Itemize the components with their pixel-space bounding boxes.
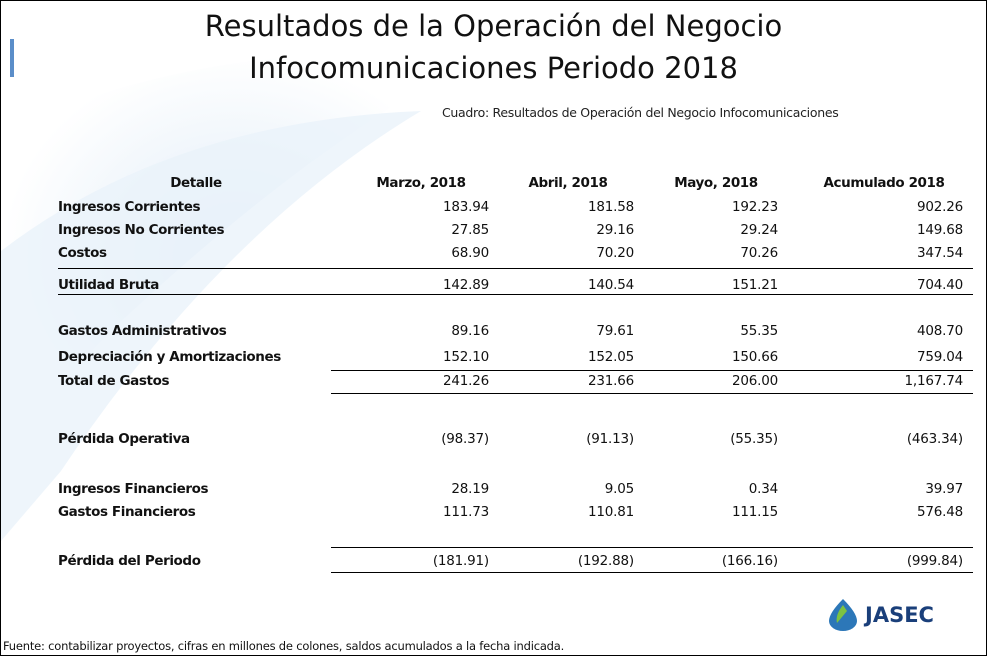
cell-value: 68.90 (451, 245, 489, 261)
column-header: Mayo, 2018 (674, 175, 758, 191)
column-header: Abril, 2018 (528, 175, 608, 191)
cell-value: (98.37) (441, 431, 489, 447)
cell-value: 192.23 (731, 199, 778, 215)
row-label: Pérdida del Periodo (58, 553, 201, 569)
cell-value: 79.61 (596, 323, 634, 339)
cell-value: 55.35 (740, 323, 778, 339)
logo: JASEC (829, 599, 934, 631)
cell-value: 231.66 (587, 373, 634, 389)
row-label: Depreciación y Amortizaciones (58, 349, 281, 365)
cell-value: 150.66 (731, 349, 778, 365)
row-label: Total de Gastos (58, 373, 170, 389)
cell-value: 110.81 (587, 504, 634, 520)
subtitle: Cuadro: Resultados de Operación del Nego… (442, 105, 839, 120)
column-header: Detalle (170, 175, 222, 191)
rule-line (331, 393, 973, 394)
cell-value: 89.16 (451, 323, 489, 339)
cell-value: 576.48 (916, 504, 963, 520)
cell-value: 111.73 (442, 504, 489, 520)
rule-line (331, 547, 973, 548)
logo-text: JASEC (863, 603, 934, 627)
row-label: Ingresos No Corrientes (58, 222, 225, 238)
row-label: Utilidad Bruta (58, 277, 159, 293)
cell-value: (91.13) (586, 431, 634, 447)
cell-value: 29.16 (596, 222, 634, 238)
cell-value: 9.05 (604, 481, 634, 497)
row-label: Ingresos Financieros (58, 481, 209, 497)
row-label: Pérdida Operativa (58, 431, 190, 447)
cell-value: 28.19 (451, 481, 489, 497)
cell-value: 183.94 (442, 199, 489, 215)
rule-line (58, 268, 973, 269)
cell-value: 241.26 (442, 373, 489, 389)
cell-value: 151.21 (731, 277, 778, 293)
cell-value: 142.89 (442, 277, 489, 293)
cell-value: 149.68 (916, 222, 963, 238)
cell-value: (166.16) (721, 553, 778, 569)
cell-value: 1,167.74 (904, 373, 963, 389)
rule-line (331, 370, 973, 371)
column-header: Acumulado 2018 (823, 175, 945, 191)
cell-value: 152.10 (442, 349, 489, 365)
cell-value: (192.88) (577, 553, 634, 569)
cell-value: (55.35) (730, 431, 778, 447)
cell-value: (463.34) (906, 431, 963, 447)
cell-value: 759.04 (916, 349, 963, 365)
cell-value: 39.97 (925, 481, 963, 497)
cell-value: 347.54 (916, 245, 963, 261)
cell-value: 704.40 (916, 277, 963, 293)
title: Resultados de la Operación del Negocio (204, 9, 783, 43)
cell-value: 152.05 (587, 349, 634, 365)
row-label: Ingresos Corrientes (58, 199, 201, 215)
footer: Fuente: contabilizar proyectos, cifras e… (3, 639, 565, 653)
column-header: Marzo, 2018 (376, 175, 466, 191)
cell-value: (999.84) (906, 553, 963, 569)
cell-value: 70.26 (740, 245, 778, 261)
row-label: Gastos Administrativos (58, 323, 227, 339)
cell-value: (181.91) (432, 553, 489, 569)
cell-value: 181.58 (587, 199, 634, 215)
cell-value: 111.15 (731, 504, 778, 520)
cell-value: 29.24 (740, 222, 778, 238)
cell-value: 902.26 (916, 199, 963, 215)
row-label: Costos (58, 245, 107, 261)
cell-value: 0.34 (748, 481, 778, 497)
cell-value: 27.85 (451, 222, 489, 238)
cell-value: 206.00 (731, 373, 778, 389)
rule-line (58, 294, 973, 295)
rule-line (331, 572, 973, 573)
cell-value: 140.54 (587, 277, 634, 293)
cell-value: 70.20 (596, 245, 634, 261)
cell-value: 408.70 (916, 323, 963, 339)
row-label: Gastos Financieros (58, 504, 196, 520)
title: Infocomunicaciones Periodo 2018 (249, 51, 738, 85)
